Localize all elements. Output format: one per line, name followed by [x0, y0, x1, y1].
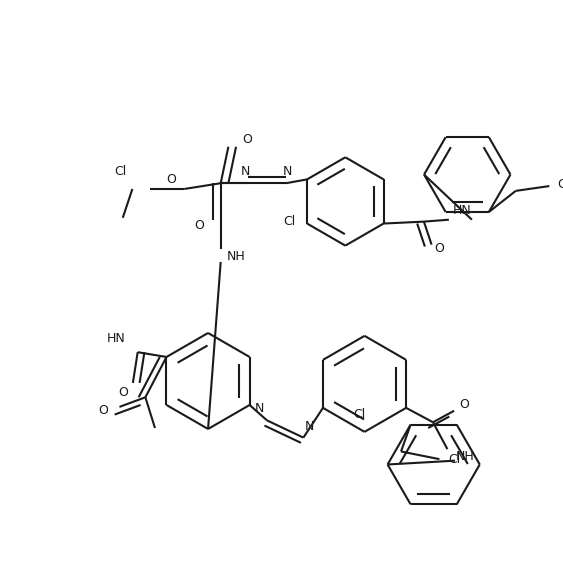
Text: O: O	[98, 404, 108, 417]
Text: Cl: Cl	[115, 165, 127, 178]
Text: Cl: Cl	[354, 408, 366, 421]
Text: O: O	[243, 133, 253, 146]
Text: N: N	[241, 165, 251, 178]
Text: O: O	[166, 173, 176, 186]
Text: Cl: Cl	[557, 178, 563, 191]
Text: HN: HN	[453, 204, 472, 217]
Text: O: O	[118, 386, 128, 399]
Text: HN: HN	[107, 332, 126, 345]
Text: O: O	[459, 398, 468, 411]
Text: O: O	[195, 219, 204, 232]
Text: Cl: Cl	[449, 453, 461, 465]
Text: NH: NH	[455, 450, 474, 463]
Text: N: N	[254, 402, 264, 415]
Text: N: N	[305, 419, 314, 432]
Text: O: O	[434, 242, 444, 255]
Text: N: N	[283, 165, 293, 178]
Text: NH: NH	[227, 250, 245, 263]
Text: Cl: Cl	[284, 215, 296, 228]
